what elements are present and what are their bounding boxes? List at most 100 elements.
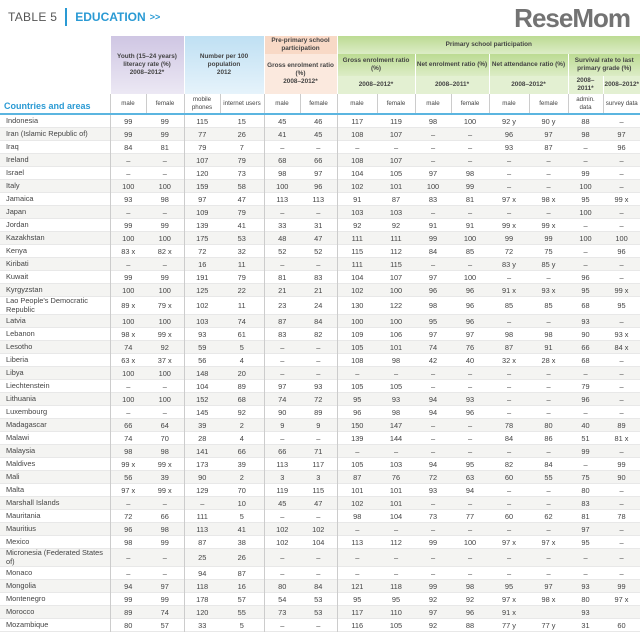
- per100-header: Number per 100 population 2012: [183, 36, 264, 94]
- table-row: Lebanon 98 x 99 x 93 61 83 82 109 106 97 97 98 98 90 9…: [0, 327, 640, 341]
- table-cell: 85: [465, 246, 475, 256]
- table-row: Indonesia 99 99 115 15 45 46 117 119 98 100 92 y 90 …: [0, 114, 640, 128]
- table-cell: 95: [581, 285, 590, 295]
- table-cell: 104: [183, 379, 220, 393]
- table-cell: 97: [428, 329, 438, 339]
- table-cell: 99: [617, 459, 626, 469]
- table-cell: –: [467, 498, 473, 508]
- table-cell: 10: [237, 498, 246, 508]
- country-name: Lesotho: [6, 341, 33, 351]
- table-cell: 99: [465, 181, 475, 191]
- table-cell: –: [506, 498, 512, 508]
- table-cell: 40: [581, 420, 590, 430]
- table-cell: 85: [504, 301, 514, 310]
- table-row: Morocco 89 74 120 55 73 53 117 110 97 96 91 x 93: [0, 605, 640, 619]
- table-cell: 120: [183, 605, 220, 619]
- table-cell: 96: [465, 607, 475, 617]
- table-cell: 84: [544, 459, 553, 469]
- table-cell: 81: [160, 142, 169, 152]
- table-cell: –: [546, 485, 551, 495]
- table-cell: 81 x: [614, 433, 629, 443]
- table-cell: –: [619, 553, 624, 562]
- table-cell: 93: [109, 192, 146, 206]
- table-cell: 77: [465, 511, 475, 521]
- country-name: Mali: [6, 471, 20, 481]
- net-enrol-years: 2008–2011*: [414, 76, 489, 94]
- table-cell: 93: [183, 327, 220, 341]
- table-cell: 102: [263, 535, 300, 549]
- table-cell: 111: [336, 231, 377, 245]
- table-cell: 92: [237, 407, 246, 417]
- table-cell: –: [506, 394, 512, 404]
- table-cell: 100: [158, 316, 171, 326]
- country-name: Mauritius: [6, 523, 36, 533]
- table-cell: 98: [160, 446, 169, 456]
- table-cell: 83 x: [109, 244, 146, 258]
- table-cell: 59: [183, 340, 220, 354]
- table-cell: 100: [158, 394, 171, 404]
- table-row: Madagascar 66 64 39 2 9 9 150 147 – – 78 80 40 89: [0, 418, 640, 432]
- table-row: Luxembourg – – 145 92 90 89 96 98 94 96 – – – –: [0, 405, 640, 419]
- table-cell: –: [430, 446, 436, 456]
- table-cell: –: [583, 142, 588, 152]
- table-cell: 75: [544, 246, 553, 256]
- table-cell: 95: [581, 194, 590, 204]
- table-cell: –: [162, 568, 167, 578]
- table-cell: 107: [183, 153, 220, 167]
- table-cell: 76: [465, 342, 475, 352]
- table-cell: –: [546, 446, 551, 456]
- table-cell: 101: [389, 498, 403, 508]
- table-cell: 95: [336, 392, 377, 406]
- table-cell: 97 x: [541, 537, 556, 547]
- table-cell: –: [583, 368, 588, 378]
- table-cell: 51: [581, 433, 590, 443]
- table-cell: –: [316, 342, 321, 352]
- table-cell: –: [162, 498, 167, 508]
- table-cell: –: [506, 272, 512, 282]
- table-number: TABLE 5: [8, 10, 58, 24]
- table-row: Iraq 84 81 79 7 – – – – – – 93 87 – 96: [0, 140, 640, 154]
- table-cell: 42: [428, 355, 438, 365]
- table-row: Malawi 74 70 28 4 – – 139 144 – – 84 86 51 81 x: [0, 431, 640, 445]
- table-cell: 95: [336, 592, 377, 606]
- table-row: Iran (Islamic Republic of) 99 99 77 26 41 45 10…: [0, 127, 640, 141]
- table-cell: 93: [581, 607, 590, 617]
- table-cell: 72: [428, 472, 438, 482]
- table-cell: 22: [237, 285, 246, 295]
- table-cell: 97 x: [614, 594, 629, 604]
- table-cell: 98 x: [541, 194, 556, 204]
- table-cell: 100: [389, 285, 403, 295]
- table-cell: 119: [263, 483, 300, 497]
- table-cell: 75: [581, 472, 590, 482]
- country-name: Luxembourg: [6, 406, 48, 416]
- table-cell: 113: [263, 192, 300, 206]
- table-cell: 175: [183, 231, 220, 245]
- table-cell: 87: [183, 535, 220, 549]
- table-cell: –: [109, 496, 146, 510]
- table-cell: 100: [158, 233, 171, 243]
- table-cell: 99: [160, 220, 169, 230]
- table-cell: 55: [237, 607, 246, 617]
- table-cell: –: [162, 168, 167, 178]
- table-cell: 104: [336, 270, 377, 284]
- table-row: Liberia 63 x 37 x 56 4 – – 108 98 42 40 32 x 28 x 68 –: [0, 353, 640, 367]
- table-cell: 96: [428, 285, 438, 295]
- table-cell: 88: [581, 116, 590, 126]
- table-cell: 99: [504, 233, 514, 243]
- table-cell: –: [263, 205, 300, 219]
- table-cell: 99 x: [614, 285, 629, 295]
- table-cell: 78: [617, 511, 626, 521]
- table-cell: 79: [237, 272, 246, 282]
- table-cell: –: [316, 355, 321, 365]
- table-cell: 117: [312, 459, 325, 469]
- table-cell: 107: [389, 272, 403, 282]
- table-cell: 89: [617, 420, 626, 430]
- table-cell: 90: [263, 405, 300, 419]
- table-cell: 100: [109, 366, 146, 380]
- table-cell: –: [546, 316, 551, 326]
- table-cell: 52: [314, 246, 323, 256]
- table-cell: 83: [314, 272, 323, 282]
- table-cell: 87: [336, 470, 377, 484]
- table-cell: 26: [237, 129, 246, 139]
- table-cell: 68: [581, 355, 590, 365]
